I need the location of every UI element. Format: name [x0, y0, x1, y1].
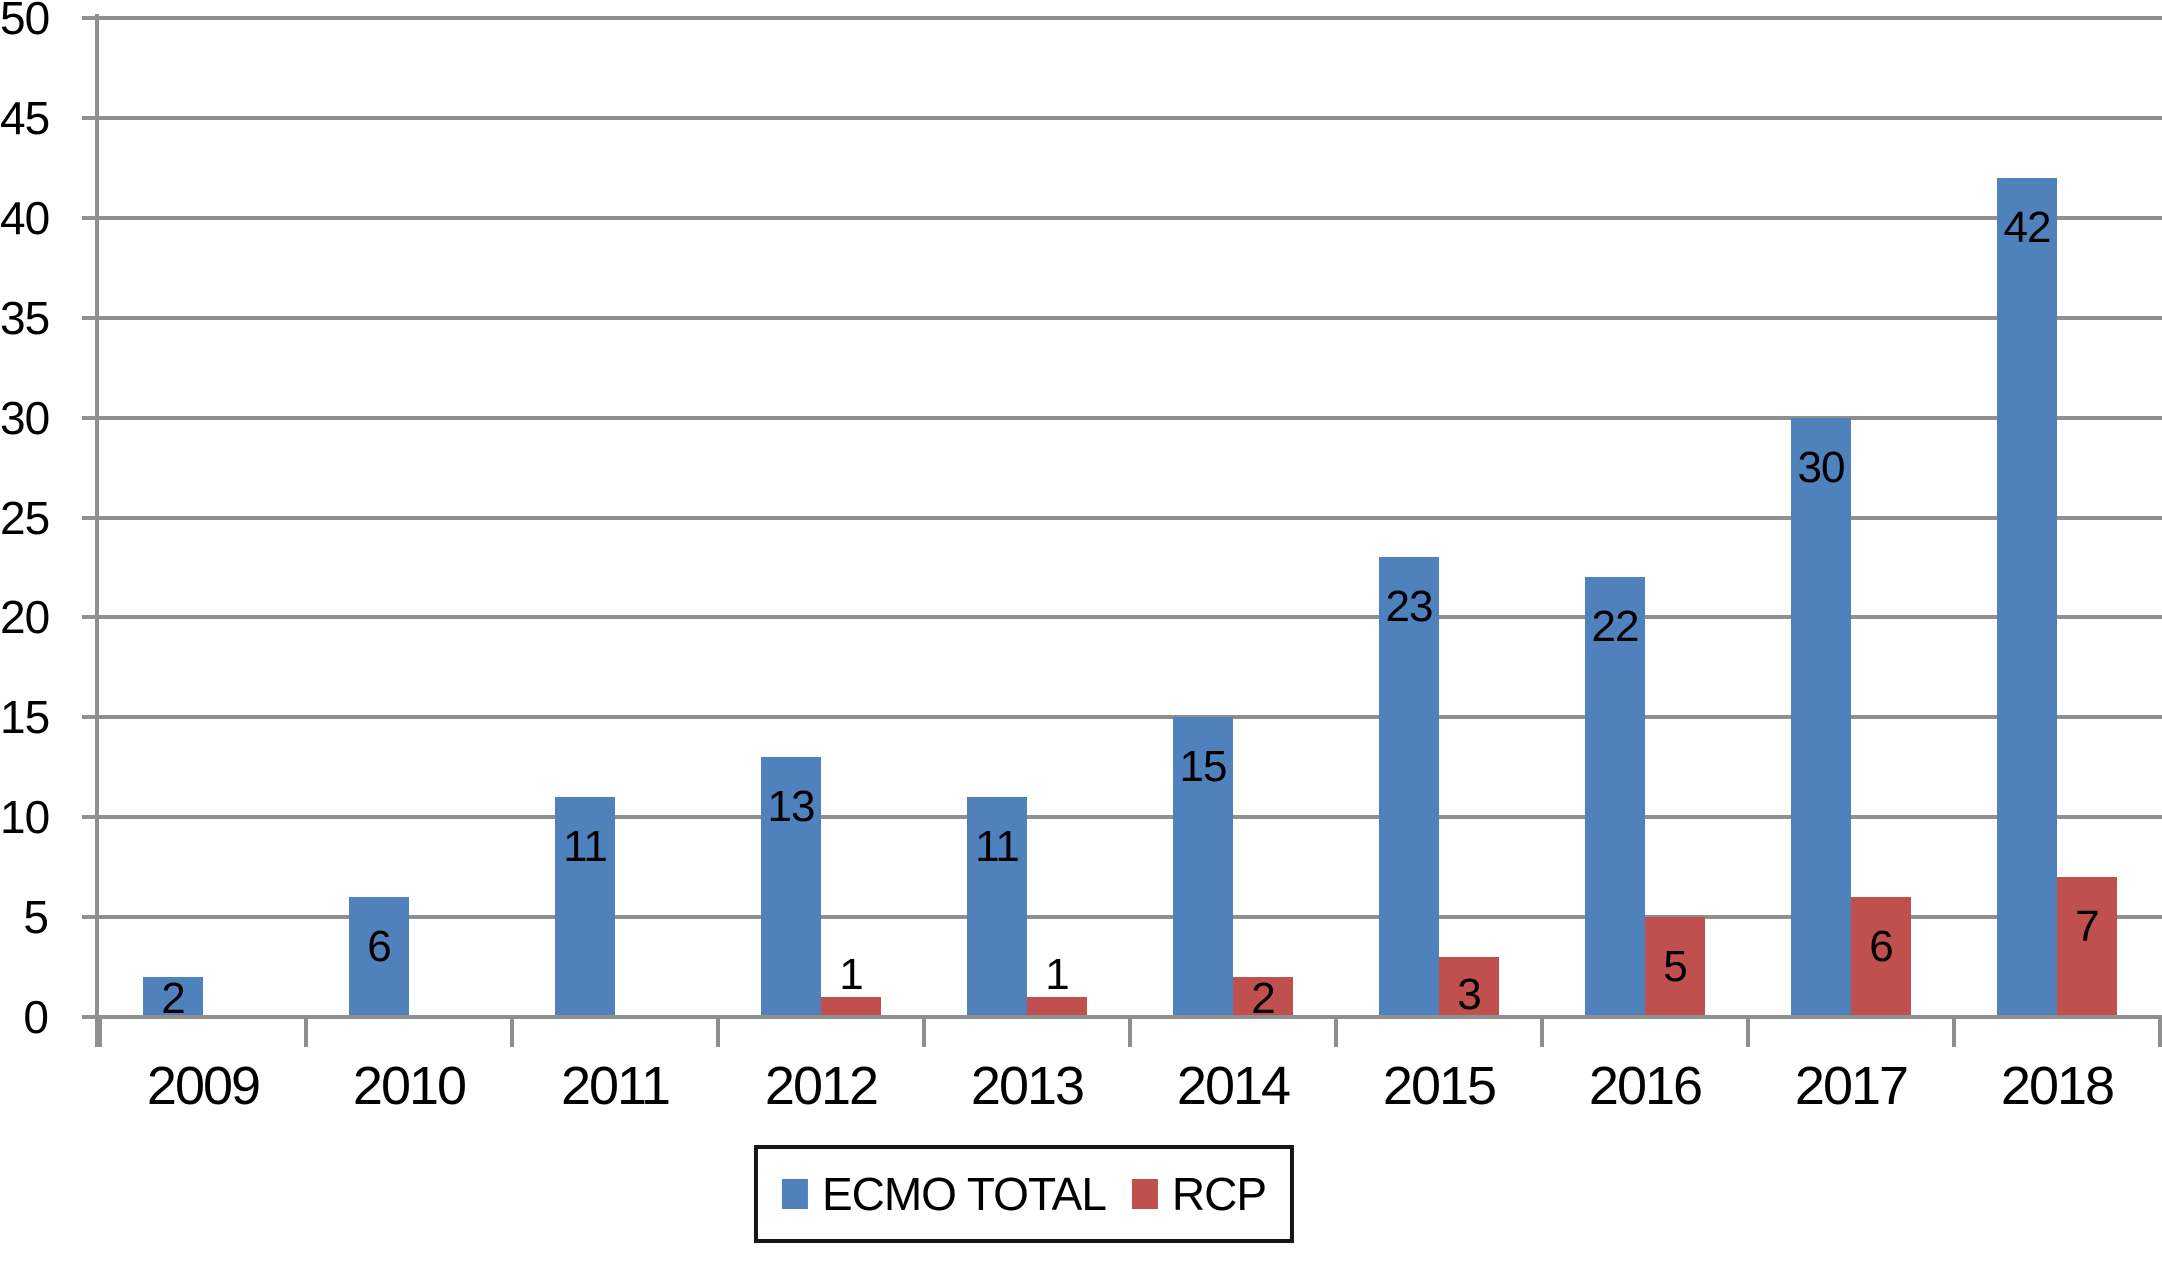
gridline-y-20: [82, 615, 2162, 620]
data-label-ecmo-total-2014: 15: [1179, 742, 1228, 792]
y-tick-label-30: 30: [0, 391, 50, 444]
y-axis-line: [95, 14, 99, 1047]
bar-ecmo-total-2013: [967, 797, 1027, 1017]
y-tick-label-0: 0: [23, 991, 49, 1043]
bar-ecmo-total-2016: [1585, 577, 1645, 1017]
data-label-rcp-2015: 3: [1457, 970, 1481, 1019]
data-label-rcp-2018: 7: [2075, 902, 2099, 952]
x-category-label-2009: 2009: [146, 1056, 261, 1116]
bar-rcp-2015: [1439, 957, 1499, 1017]
bar-ecmo-total-2010: [349, 897, 409, 1017]
bar-rcp-2013: [1027, 997, 1087, 1017]
legend-label-rcp: RCP: [1171, 1168, 1267, 1220]
gridline-y-30: [82, 415, 2162, 420]
x-axis-tick: [2158, 1017, 2162, 1047]
gridline-y-10: [82, 815, 2162, 820]
bar-rcp-2018: [2057, 877, 2117, 1017]
bar-ecmo-total-2018: [1997, 177, 2057, 1017]
x-category-label-2018: 2018: [2000, 1056, 2115, 1116]
legend: ECMO TOTAL RCP: [753, 1145, 1295, 1243]
gridline-y-35: [82, 315, 2162, 320]
gridline-y-5: [82, 915, 2162, 920]
x-axis-tick: [304, 1017, 308, 1047]
data-label-rcp-2014: 2: [1251, 974, 1275, 1024]
x-axis-tick: [1128, 1017, 1132, 1047]
x-axis-tick: [1746, 1017, 1750, 1047]
gridline-y-50: [82, 16, 2162, 20]
bar-rcp-2014: [1233, 977, 1293, 1017]
x-axis-tick: [1540, 1017, 1544, 1047]
x-axis-tick: [510, 1017, 514, 1047]
bar-ecmo-total-2017: [1791, 417, 1851, 1017]
x-axis-tick: [1952, 1017, 1956, 1047]
legend-swatch-ecmo-total: [781, 1179, 808, 1209]
y-tick-label-25: 25: [0, 491, 50, 544]
data-label-ecmo-total-2015: 23: [1385, 582, 1434, 632]
data-label-rcp-2016: 5: [1663, 942, 1687, 992]
data-label-ecmo-total-2010: 6: [367, 922, 391, 972]
y-tick-label-5: 5: [23, 891, 49, 944]
y-tick-label-15: 15: [0, 691, 50, 744]
y-tick-label-45: 45: [0, 91, 50, 144]
x-axis-tick: [98, 1017, 102, 1047]
data-label-ecmo-total-2009: 2: [161, 974, 185, 1024]
gridline-y-40: [82, 215, 2162, 220]
x-category-label-2011: 2011: [560, 1056, 671, 1116]
x-axis-tick: [922, 1017, 926, 1047]
x-axis-tick: [1334, 1017, 1338, 1047]
y-tick-label-20: 20: [0, 591, 50, 644]
data-label-ecmo-total-2012: 13: [767, 782, 816, 832]
y-tick-label-50: 50: [0, 0, 50, 44]
bar-ecmo-total-2011: [555, 797, 615, 1017]
data-label-ecmo-total-2011: 11: [563, 822, 608, 872]
gridline-y-25: [82, 515, 2162, 520]
bar-ecmo-total-2009: [143, 977, 203, 1017]
bar-ecmo-total-2014: [1173, 717, 1233, 1017]
x-category-label-2016: 2016: [1588, 1056, 1703, 1116]
bar-rcp-2012: [821, 997, 881, 1017]
x-category-label-2017: 2017: [1794, 1056, 1909, 1116]
bar-ecmo-total-2015: [1379, 557, 1439, 1017]
y-tick-label-35: 35: [0, 291, 50, 344]
data-label-rcp-2017: 6: [1869, 922, 1893, 972]
bar-ecmo-total-2012: [761, 757, 821, 1017]
gridline-y-15: [82, 715, 2162, 720]
y-tick-label-40: 40: [0, 191, 50, 244]
x-axis-tick: [716, 1017, 720, 1047]
bar-rcp-2017: [1851, 897, 1911, 1017]
legend-swatch-rcp: [1131, 1179, 1158, 1209]
x-category-label-2013: 2013: [970, 1056, 1085, 1116]
data-label-ecmo-total-2017: 30: [1797, 442, 1846, 492]
y-tick-label-10: 10: [0, 791, 50, 844]
x-category-label-2015: 2015: [1382, 1056, 1497, 1116]
data-label-ecmo-total-2018: 42: [2003, 202, 2052, 252]
gridline-y-45: [82, 115, 2162, 120]
data-label-rcp-2012: 1: [839, 950, 863, 1000]
x-category-label-2010: 2010: [352, 1056, 467, 1116]
data-label-rcp-2013: 1: [1045, 950, 1069, 1000]
data-label-ecmo-total-2013: 11: [975, 822, 1020, 872]
legend-label-ecmo-total: ECMO TOTAL: [821, 1168, 1107, 1220]
bar-rcp-2016: [1645, 917, 1705, 1017]
x-category-label-2012: 2012: [764, 1056, 879, 1116]
data-label-ecmo-total-2016: 22: [1591, 602, 1640, 652]
x-category-label-2014: 2014: [1176, 1056, 1291, 1116]
x-axis-line: [82, 1015, 2162, 1019]
